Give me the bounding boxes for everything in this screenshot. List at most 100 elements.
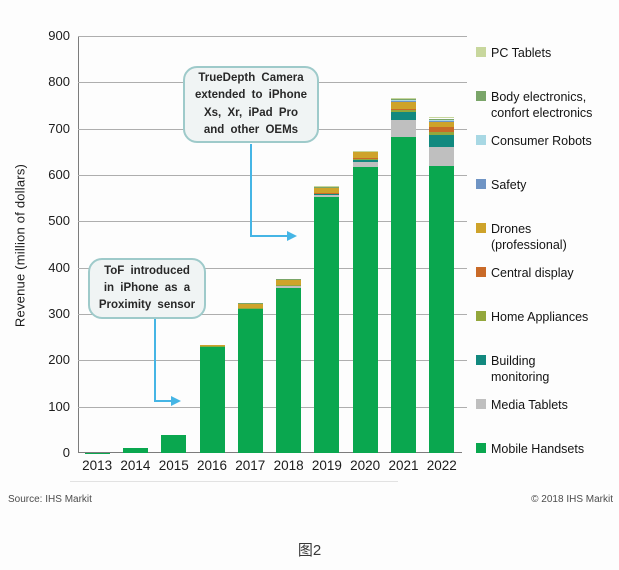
- bar-2020-mobile-handsets: [352, 167, 378, 453]
- legend-swatch-mobile-handsets: [476, 443, 486, 453]
- gridline-300: [78, 314, 467, 315]
- bar-2021-pc-tablets: [391, 97, 417, 100]
- legend-swatch-body-electronics: [476, 91, 486, 101]
- bar-2022-body-electronics-confort-electronics: [429, 118, 455, 120]
- bar-2022-pc-tablets: [429, 116, 455, 119]
- legend-item-pc-tablets: PC Tablets: [476, 45, 551, 61]
- bar-2022-home-appliances: [429, 132, 455, 136]
- bar-2019-mobile-handsets: [314, 196, 340, 453]
- callout-truedepth-camera: TrueDepth Camera extended to iPhone Xs, …: [183, 66, 319, 143]
- bar-2015-mobile-handsets: [161, 434, 187, 453]
- legend-label: Media Tablets: [491, 398, 568, 412]
- bar-2018-mobile-handsets: [276, 287, 302, 453]
- bar-2021-building-monitoring: [391, 111, 417, 120]
- x-tick-label-2013: 2013: [82, 458, 113, 473]
- bar-2022-consumer-robots: [429, 119, 455, 122]
- bar-2019-media-tablets: [314, 194, 340, 197]
- x-tick-label-2019: 2019: [311, 458, 342, 473]
- x-tick-label-2021: 2021: [388, 458, 419, 473]
- y-tick-label-100: 100: [48, 398, 70, 414]
- bar-2022-safety: [429, 121, 455, 123]
- y-tick-label-700: 700: [48, 120, 70, 136]
- legend-swatch-home-appliances: [476, 311, 486, 321]
- y-tick-label-200: 200: [48, 352, 70, 368]
- x-tick-label-2016: 2016: [196, 458, 228, 473]
- legend-swatch-building: [476, 355, 486, 365]
- bar-2019-building-monitoring: [314, 193, 340, 195]
- gridline-900: [78, 36, 467, 37]
- legend-swatch-pc-tablets: [476, 47, 486, 57]
- legend-swatch-media-tablets: [476, 399, 486, 409]
- legend-item-home-appliances: Home Appliances: [476, 309, 588, 325]
- legend-label: Consumer Robots: [491, 134, 592, 148]
- legend-item-media-tablets: Media Tablets: [476, 397, 568, 413]
- x-tick-label-2015: 2015: [158, 458, 189, 473]
- bar-2017-drones-professional: [237, 303, 263, 309]
- callout-tof-proximity: ToF introduced in iPhone as a Proximity …: [88, 258, 206, 319]
- bar-2021-safety: [391, 101, 417, 103]
- legend-item-mobile-handsets: Mobile Handsets: [476, 441, 584, 457]
- bar-2021-body-electronics-confort-electronics: [391, 99, 417, 101]
- plot-area: [78, 36, 467, 453]
- x-tick-label-2017: 2017: [235, 458, 266, 473]
- bar-2020-drones-professional: [352, 151, 378, 158]
- gridline-400: [78, 267, 467, 269]
- legend-swatch-safety: [476, 179, 486, 189]
- bar-2020-media-tablets: [352, 162, 378, 168]
- bar-2017-mobile-handsets: [237, 308, 263, 453]
- bar-2021-home-appliances: [391, 110, 417, 112]
- source-note: Source: IHS Markit: [8, 494, 92, 505]
- legend-label: Central display: [491, 266, 574, 280]
- bar-2022-drones-professional: [429, 122, 455, 127]
- gridline-100: [78, 406, 467, 408]
- bar-2021-consumer-robots: [391, 100, 417, 102]
- legend-swatch-consumer-robots: [476, 135, 486, 145]
- legend-item-building: Building monitoring: [476, 353, 549, 386]
- bar-2020-central-display: [352, 157, 378, 159]
- y-tick-label-500: 500: [48, 213, 70, 229]
- y-tick-label-400: 400: [48, 259, 70, 275]
- y-tick-label-300: 300: [48, 306, 70, 321]
- bar-2021-central-display: [391, 108, 417, 111]
- y-axis: [78, 36, 79, 453]
- legend-item-consumer-robots: Consumer Robots: [476, 133, 592, 149]
- figure-caption: 图2: [297, 542, 322, 559]
- x-tick-label-2014: 2014: [120, 458, 151, 473]
- legend-label: Safety: [491, 178, 527, 192]
- legend-label: PC Tablets: [491, 46, 552, 60]
- x-axis: [78, 452, 462, 453]
- legend-item-safety: Safety: [476, 177, 526, 193]
- legend-label: Drones (professional): [491, 222, 567, 253]
- bar-2022-building-monitoring: [429, 135, 455, 148]
- y-tick-label-0: 0: [62, 445, 70, 460]
- legend-label: Body electronics, confort electronics: [491, 90, 593, 121]
- bar-2014-mobile-handsets: [122, 448, 148, 453]
- gridline-200: [78, 360, 467, 362]
- legend-swatch-drones: [476, 223, 486, 233]
- legend-item-central-display: Central display: [476, 265, 574, 281]
- y-tick-label-600: 600: [48, 167, 70, 182]
- bar-2021-mobile-handsets: [391, 136, 417, 453]
- copyright-note: © 2018 IHS Markit: [531, 494, 613, 505]
- bar-2018-media-tablets: [276, 285, 302, 288]
- x-tick-label-2022: 2022: [426, 458, 457, 473]
- bar-2021-media-tablets: [391, 119, 417, 137]
- legend-label: Building monitoring: [491, 354, 550, 385]
- image-bottom-edge: [70, 481, 398, 482]
- legend-item-drones: Drones (professional): [476, 221, 567, 254]
- x-tick-label-2018: 2018: [273, 458, 304, 473]
- legend-label: Mobile Handsets: [491, 442, 585, 456]
- bar-2022-central-display: [429, 126, 455, 133]
- legend-item-body-electronics: Body electronics, confort electronics: [476, 89, 592, 122]
- bar-2022-media-tablets: [429, 147, 455, 166]
- bar-2018-drones-professional: [276, 279, 302, 285]
- bar-2019-drones-professional: [314, 187, 340, 193]
- legend-swatch-central-display: [476, 267, 486, 277]
- bar-2019-pc-tablets: [314, 185, 340, 187]
- bar-2016-mobile-handsets: [199, 345, 225, 453]
- legend-label: Home Appliances: [491, 310, 589, 324]
- y-tick-label-900: 900: [48, 28, 70, 43]
- x-tick-label-2020: 2020: [350, 458, 381, 473]
- bar-2020-home-appliances: [352, 158, 378, 161]
